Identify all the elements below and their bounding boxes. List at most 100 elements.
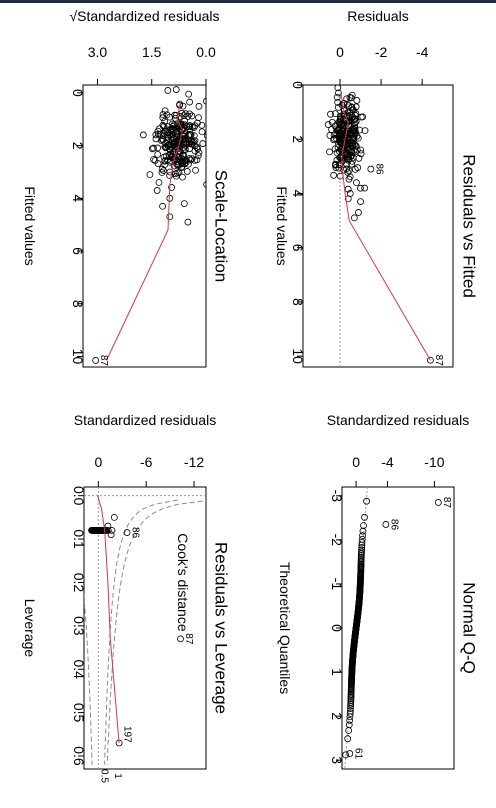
data-point — [162, 139, 169, 147]
data-point — [185, 155, 193, 162]
data-point — [341, 148, 349, 156]
data-point — [357, 146, 365, 154]
data-point — [156, 125, 163, 133]
qq-point — [347, 705, 354, 712]
data-point — [182, 156, 190, 164]
qq-point — [358, 550, 365, 558]
x-tick-label: 6 — [290, 244, 306, 252]
data-point — [173, 161, 181, 169]
data-point — [195, 102, 203, 110]
data-point — [161, 117, 169, 125]
data-point — [123, 529, 131, 536]
data-point — [185, 90, 193, 98]
x-tick-label: -2 — [329, 534, 345, 547]
y-tick-label: 0 — [352, 454, 360, 470]
data-point — [190, 124, 198, 131]
data-point — [191, 142, 199, 150]
data-point — [334, 85, 342, 92]
data-point — [176, 113, 184, 120]
data-point — [434, 499, 442, 506]
x-tick-label: 3 — [329, 756, 345, 764]
cooks-contour-label: 1 — [112, 773, 123, 779]
data-point — [203, 97, 206, 105]
data-point — [353, 97, 361, 104]
y-tick-label: -4 — [381, 454, 394, 470]
data-point — [348, 160, 356, 168]
qq-point — [359, 527, 367, 535]
qq-point — [344, 735, 352, 743]
x-tick-label: 0 — [290, 81, 306, 89]
window-top-bar — [0, 0, 496, 3]
data-point — [357, 198, 364, 205]
data-point — [336, 137, 344, 145]
data-point — [203, 181, 206, 188]
data-point — [186, 122, 194, 129]
y-tick-label: -2 — [375, 44, 388, 60]
qq-point — [345, 727, 353, 734]
data-point — [353, 179, 360, 187]
data-point — [169, 120, 176, 128]
data-point — [193, 119, 201, 127]
smooth-line — [97, 495, 120, 744]
data-point — [361, 184, 369, 192]
plot-title: Residuals vs Leverage — [212, 542, 231, 714]
data-point — [348, 148, 356, 155]
x-tick-label: 2 — [290, 135, 306, 143]
qq-point — [360, 522, 367, 529]
y-axis-title: √Standardized residuals — [69, 8, 219, 24]
x-tick-label: 0.2 — [71, 573, 87, 593]
y-tick-label: 0.0 — [196, 44, 216, 60]
data-point — [193, 143, 201, 151]
data-point — [181, 146, 189, 153]
data-point — [160, 167, 167, 175]
data-point — [158, 169, 166, 176]
data-point — [177, 122, 185, 130]
qq-point — [358, 541, 366, 549]
data-point — [338, 121, 346, 129]
data-point — [345, 153, 353, 161]
data-point — [361, 127, 369, 135]
data-point — [170, 140, 177, 148]
data-point — [186, 110, 194, 118]
qq-point — [342, 751, 350, 759]
data-point — [179, 173, 186, 181]
y-tick-label: -6 — [140, 454, 153, 470]
data-point — [198, 128, 206, 136]
data-point — [204, 132, 206, 139]
qq-point — [358, 538, 366, 546]
data-point — [348, 130, 356, 138]
smooth-line — [106, 100, 184, 361]
data-point — [173, 128, 181, 136]
panel-sl: 0 2 4 6 8 10 0.0 1.5 3.0 √Standardized residuals F… — [22, 8, 231, 368]
data-point — [349, 142, 356, 150]
data-point — [326, 148, 333, 156]
data-point — [146, 171, 154, 179]
x-axis-title: Fitted values — [22, 186, 38, 265]
y-tick-label: 1.5 — [142, 44, 162, 60]
data-point — [160, 153, 168, 161]
data-point — [153, 187, 161, 194]
data-point — [349, 129, 356, 136]
x-tick-label: 8 — [290, 298, 306, 306]
data-point — [426, 356, 434, 364]
data-point — [334, 98, 342, 106]
data-point — [347, 94, 355, 102]
data-point — [187, 140, 195, 148]
data-point — [183, 168, 191, 175]
data-point — [351, 119, 359, 127]
data-point — [326, 132, 334, 139]
data-point — [344, 168, 352, 176]
data-point — [155, 179, 163, 186]
qq-point — [346, 716, 354, 724]
plot-area — [324, 85, 434, 367]
data-point — [192, 166, 199, 174]
qq-point — [347, 702, 355, 710]
x-tick-label: 10 — [290, 348, 306, 364]
qq-point — [347, 700, 355, 708]
data-point — [154, 160, 162, 167]
cooks-distance-legend: Cook's distance — [175, 533, 191, 632]
plot-frame — [83, 486, 207, 770]
data-point — [346, 117, 354, 124]
